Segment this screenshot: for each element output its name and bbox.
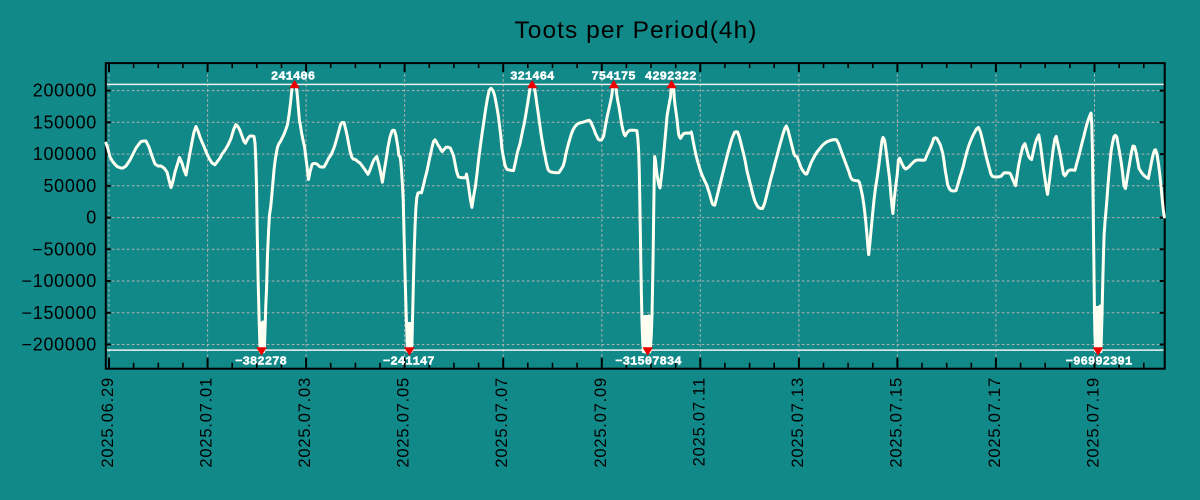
svg-text:321464: 321464 <box>510 70 555 84</box>
svg-text:2025.07.07: 2025.07.07 <box>493 377 511 468</box>
svg-text:0: 0 <box>86 208 97 228</box>
svg-text:2025.07.05: 2025.07.05 <box>395 377 413 468</box>
svg-text:−50000: −50000 <box>32 239 97 259</box>
svg-text:Toots per Period(4h): Toots per Period(4h) <box>515 17 758 44</box>
svg-text:−96992391: −96992391 <box>1066 355 1132 369</box>
svg-text:2025.07.15: 2025.07.15 <box>887 377 905 468</box>
svg-text:2025.07.09: 2025.07.09 <box>592 377 610 468</box>
svg-text:−31507834: −31507834 <box>615 355 682 369</box>
svg-text:−241147: −241147 <box>383 355 435 369</box>
svg-text:100000: 100000 <box>33 144 97 164</box>
svg-text:2025.07.19: 2025.07.19 <box>1085 377 1103 468</box>
svg-text:2025.06.29: 2025.06.29 <box>99 377 117 468</box>
svg-text:−100000: −100000 <box>22 271 97 291</box>
svg-text:754175: 754175 <box>591 70 635 84</box>
svg-text:200000: 200000 <box>33 81 97 101</box>
svg-text:2025.07.03: 2025.07.03 <box>296 377 314 468</box>
svg-text:2025.07.01: 2025.07.01 <box>198 377 216 468</box>
svg-text:−200000: −200000 <box>22 335 97 355</box>
svg-text:150000: 150000 <box>33 112 97 132</box>
svg-text:2025.07.13: 2025.07.13 <box>789 377 807 468</box>
svg-text:2025.07.11: 2025.07.11 <box>690 377 708 466</box>
svg-text:50000: 50000 <box>43 176 97 196</box>
svg-text:2025.07.17: 2025.07.17 <box>986 377 1004 468</box>
svg-text:4292322: 4292322 <box>645 70 697 84</box>
svg-text:241406: 241406 <box>271 70 315 84</box>
svg-text:−150000: −150000 <box>22 303 97 323</box>
svg-text:−382278: −382278 <box>235 355 287 369</box>
